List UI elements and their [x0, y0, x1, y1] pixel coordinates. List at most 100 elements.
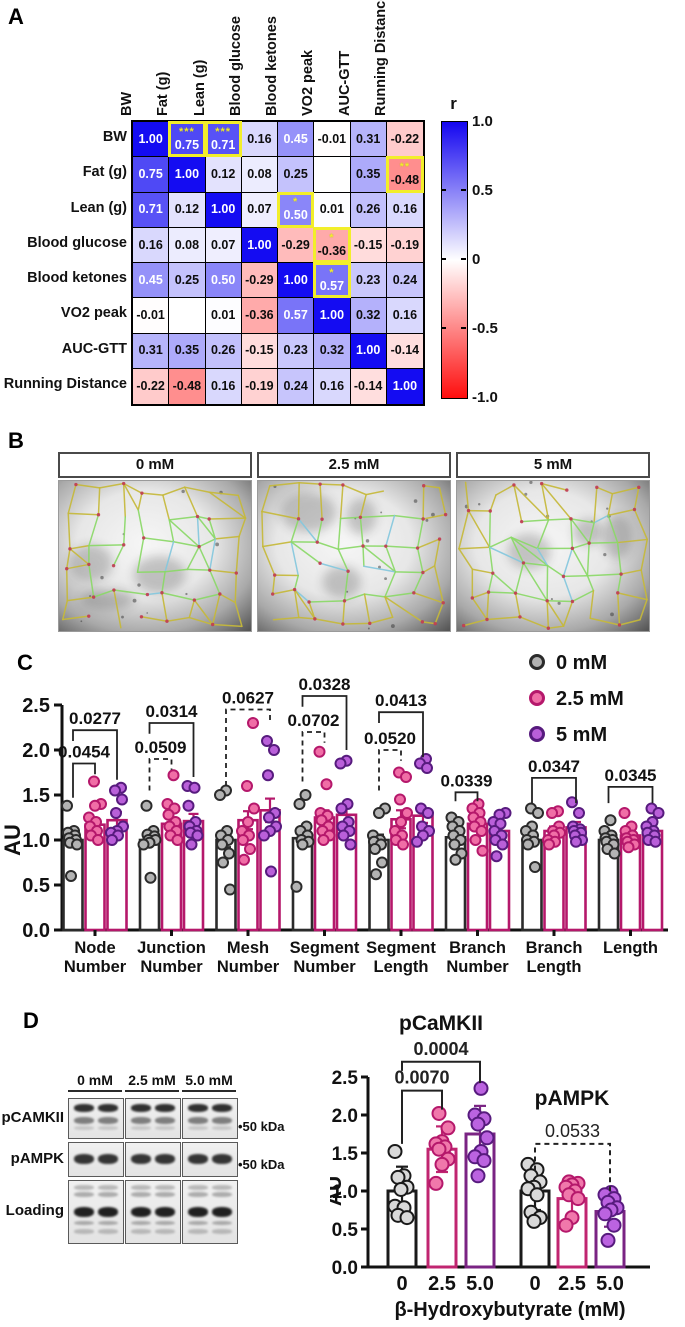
network-edge [616, 573, 622, 594]
network-edge [462, 618, 488, 627]
network-edge [510, 536, 539, 550]
matrix-cell: -0.48 [169, 368, 206, 404]
matrix-value: 0.75 [174, 137, 200, 152]
pvalue-bracket [531, 777, 577, 804]
network-node [65, 566, 69, 571]
panel-b-label: B [8, 428, 24, 453]
tissue-shadow [80, 588, 135, 610]
colorbar-tick-label: 0 [472, 251, 481, 268]
blot-lane [188, 1143, 208, 1176]
data-point [65, 870, 77, 882]
network-edge [458, 509, 470, 550]
network-edge [513, 484, 550, 521]
network-edge [196, 515, 210, 520]
matrix-value: 0.16 [392, 308, 418, 323]
network-edge [166, 616, 191, 622]
matrix-cell: -0.15 [241, 333, 278, 369]
network-node [617, 623, 622, 627]
network-node [165, 619, 169, 623]
network-edge [211, 623, 243, 628]
network-node [415, 546, 420, 550]
data-point [393, 1181, 409, 1197]
bar [521, 838, 543, 932]
network-node [513, 591, 518, 595]
network-node [140, 491, 144, 495]
x-category-label: Length [374, 958, 429, 976]
network-edge [616, 541, 622, 575]
data-point [317, 834, 330, 846]
network-edge [519, 616, 550, 630]
network-node [210, 622, 215, 627]
blot-band [212, 1220, 232, 1225]
network-edge [546, 600, 574, 603]
network-node [141, 536, 146, 540]
data-point [237, 834, 249, 846]
debris-speck [413, 499, 418, 503]
network-edge [183, 486, 211, 493]
matrix-value: -0.29 [245, 272, 274, 287]
matrix-value: 0.07 [247, 202, 272, 217]
matrix-cell: -0.22 [386, 122, 423, 158]
network-edge [298, 616, 316, 620]
blot-band [131, 1220, 151, 1225]
network-node [195, 514, 200, 519]
debris-speck [425, 518, 429, 522]
network-node [272, 573, 277, 577]
matrix-cell: 0.50 [205, 263, 242, 299]
network-edge [234, 572, 238, 604]
matrix-cell: * 0.57 [313, 262, 351, 299]
network-edge [261, 510, 264, 548]
tissue-shadow [280, 492, 337, 533]
network-edge [188, 599, 196, 619]
matrix-cell: *** 0.75 [168, 121, 206, 158]
data-point [397, 838, 409, 851]
debris-speck [89, 595, 92, 598]
matrix-cell: 0.16 [241, 122, 278, 158]
network-edge [562, 600, 574, 627]
network-edge [168, 515, 199, 521]
network-edge [571, 589, 595, 603]
blot-band [188, 1184, 208, 1190]
data-point [335, 802, 348, 815]
debris-speck [132, 598, 137, 603]
data-point [89, 799, 101, 812]
legend-dot [529, 726, 545, 742]
network-node [145, 592, 150, 597]
data-point [522, 838, 534, 851]
network-edge [269, 482, 300, 487]
network-edge [640, 538, 649, 571]
blot-band [74, 1192, 94, 1198]
data-point [546, 807, 558, 819]
blot-lane [74, 1143, 94, 1176]
data-point [600, 1232, 616, 1248]
data-point [137, 838, 150, 851]
matrix-cell: 0.24 [278, 368, 315, 404]
blot-band [188, 1104, 208, 1112]
matrix-value: 0.24 [392, 272, 418, 287]
network-edge [271, 588, 296, 595]
micrograph-border [456, 480, 650, 632]
pvalue-label: 0.0328 [299, 675, 351, 694]
debris-speck [185, 592, 188, 596]
x-category-label: 0 [529, 1273, 540, 1295]
matrix-column-label: Lean (g) [191, 59, 208, 116]
network-node [486, 590, 491, 594]
data-point [144, 871, 157, 884]
tube-formation-bar-chart: 0.00.51.01.52.02.5AUNodeNumberJunctionNu… [0, 652, 668, 976]
network-edge [88, 544, 125, 547]
network-edge [193, 593, 221, 601]
data-point [475, 825, 488, 837]
x-category-label: Length [527, 958, 582, 976]
debris-speck [146, 612, 149, 614]
matrix-cell: 1.00 [133, 122, 170, 158]
colorbar-tick [441, 327, 446, 329]
blot-band [131, 1104, 151, 1112]
network-edge [520, 519, 550, 523]
network-edge [413, 571, 424, 594]
blot-band [98, 1192, 118, 1198]
network-edge [611, 486, 640, 495]
pvalue-bracket [148, 722, 195, 777]
blot-box [68, 1098, 124, 1139]
matrix-value: 1.00 [355, 343, 381, 358]
data-point [490, 850, 503, 863]
